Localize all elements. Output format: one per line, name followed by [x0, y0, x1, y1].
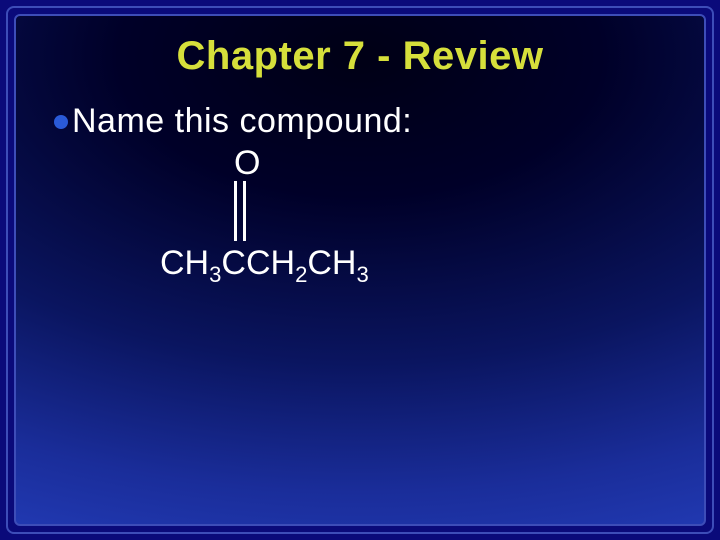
inner-frame: Chapter 7 - Review Name this compound: O…	[14, 14, 706, 526]
formula-sub: 2	[295, 262, 307, 287]
slide: Chapter 7 - Review Name this compound: O…	[0, 0, 720, 540]
outer-frame: Chapter 7 - Review Name this compound: O…	[0, 0, 720, 540]
bullet-text: Name this compound:	[72, 102, 412, 141]
mid-frame: Chapter 7 - Review Name this compound: O…	[6, 6, 714, 534]
double-bond-icon	[230, 181, 250, 241]
slide-title: Chapter 7 - Review	[16, 34, 704, 79]
bullet-icon	[54, 115, 68, 129]
oxygen-label: O	[234, 144, 260, 183]
formula-sub: 3	[356, 262, 368, 287]
compound-formula: CH3CCH2CH3	[160, 244, 369, 283]
bond-bar	[234, 181, 237, 241]
bond-bar	[243, 181, 246, 241]
formula-part: CH	[160, 244, 209, 282]
bullet-row: Name this compound:	[54, 102, 412, 141]
formula-part: CH	[307, 244, 356, 282]
formula-part: CCH	[221, 244, 295, 282]
formula-sub: 3	[209, 262, 221, 287]
